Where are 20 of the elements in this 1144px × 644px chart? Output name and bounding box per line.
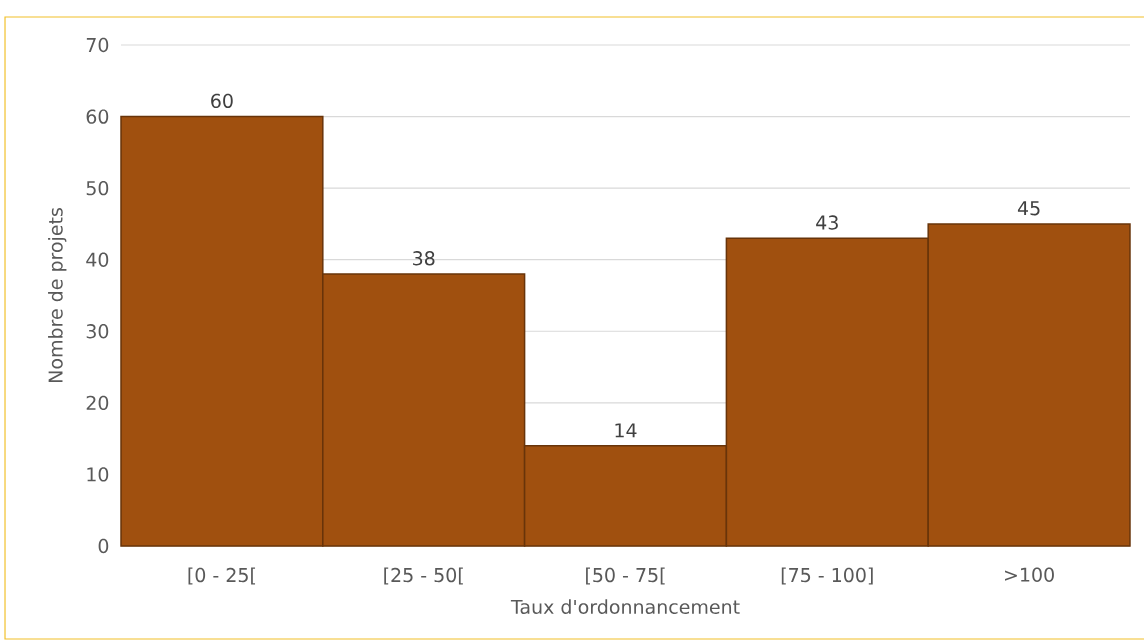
y-tick-label: 70 (86, 37, 109, 53)
y-tick-label: 40 (86, 252, 109, 267)
y-tick-label: 60 (86, 109, 109, 124)
x-tick-label: >100 (1005, 567, 1054, 582)
y-tick-label: 30 (86, 324, 109, 339)
x-tick-label: [75 - 100] (781, 567, 873, 585)
data-label: 14 (615, 423, 637, 438)
data-label: 60 (211, 93, 233, 109)
y-tick-label: 20 (86, 395, 109, 411)
data-label: 43 (816, 215, 838, 230)
y-tick-label: 10 (87, 467, 109, 482)
y-axis-title: Nombre de projets (48, 208, 67, 382)
y-tick-label: 50 (86, 180, 109, 196)
x-tick-label: [25 - 50[ (384, 567, 463, 585)
data-label: 45 (1017, 201, 1040, 216)
x-tick-label: [0 - 25[ (188, 567, 256, 585)
x-tick-label: [50 - 75[ (586, 567, 665, 585)
data-label: 38 (413, 251, 435, 266)
x-axis-title: Taux d'ordonnancement (510, 599, 740, 615)
y-tick-label: 0 (98, 538, 109, 554)
